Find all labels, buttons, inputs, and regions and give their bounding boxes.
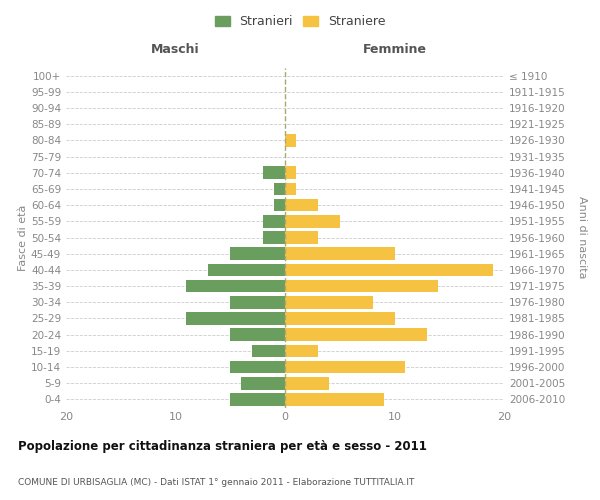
- Bar: [285, 393, 383, 406]
- Legend: Stranieri, Straniere: Stranieri, Straniere: [211, 11, 389, 32]
- Bar: [230, 296, 285, 308]
- Bar: [285, 296, 373, 308]
- Bar: [285, 280, 439, 292]
- Bar: [285, 182, 296, 195]
- Bar: [285, 134, 296, 146]
- Bar: [208, 264, 285, 276]
- Y-axis label: Fasce di età: Fasce di età: [18, 204, 28, 270]
- Bar: [230, 393, 285, 406]
- Bar: [285, 328, 427, 341]
- Bar: [187, 280, 285, 292]
- Bar: [263, 231, 285, 244]
- Bar: [187, 312, 285, 325]
- Text: Femmine: Femmine: [362, 43, 427, 56]
- Text: Popolazione per cittadinanza straniera per età e sesso - 2011: Popolazione per cittadinanza straniera p…: [18, 440, 427, 453]
- Text: COMUNE DI URBISAGLIA (MC) - Dati ISTAT 1° gennaio 2011 - Elaborazione TUTTITALIA: COMUNE DI URBISAGLIA (MC) - Dati ISTAT 1…: [18, 478, 415, 487]
- Bar: [285, 231, 318, 244]
- Bar: [285, 377, 329, 390]
- Bar: [241, 377, 285, 390]
- Bar: [263, 215, 285, 228]
- Y-axis label: Anni di nascita: Anni di nascita: [577, 196, 587, 279]
- Bar: [285, 199, 318, 211]
- Bar: [285, 264, 493, 276]
- Bar: [285, 248, 395, 260]
- Bar: [230, 248, 285, 260]
- Bar: [274, 182, 285, 195]
- Bar: [252, 344, 285, 357]
- Bar: [285, 312, 395, 325]
- Bar: [285, 215, 340, 228]
- Bar: [230, 328, 285, 341]
- Bar: [274, 199, 285, 211]
- Text: Maschi: Maschi: [151, 43, 200, 56]
- Bar: [285, 166, 296, 179]
- Bar: [285, 360, 406, 374]
- Bar: [263, 166, 285, 179]
- Bar: [285, 344, 318, 357]
- Bar: [230, 360, 285, 374]
